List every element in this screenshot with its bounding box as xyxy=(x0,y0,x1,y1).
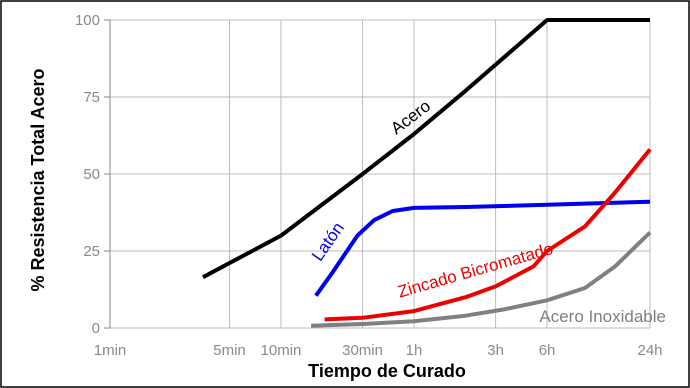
grid xyxy=(104,19,651,329)
y-tick-label: 100 xyxy=(75,12,100,29)
y-axis-title: % Resistencia Total Acero xyxy=(28,68,48,291)
x-tick-label: 10min xyxy=(261,342,302,359)
x-tick-label: 1h xyxy=(406,342,423,359)
series-line-zincado-bicromatado xyxy=(324,148,652,322)
tick-labels: 1min 5min 10min 30min 1h 3h 6h 24h 0 25 50 75 100 xyxy=(75,12,663,359)
series-label-acero-inoxidable: Acero Inoxidable xyxy=(539,307,666,326)
x-tick-label: 6h xyxy=(539,342,556,359)
series-line-acero xyxy=(202,18,650,279)
x-axis-title: Tiempo de Curado xyxy=(308,361,466,381)
x-tick-label: 30min xyxy=(342,342,383,359)
series-line-acero-inoxidable xyxy=(311,231,652,328)
y-tick-label: 25 xyxy=(83,243,100,260)
y-tick-label: 50 xyxy=(83,166,100,183)
x-tick-label: 1min xyxy=(94,342,127,359)
series-label-acero: Acero xyxy=(387,96,434,138)
x-tick-label: 24h xyxy=(637,342,662,359)
y-tick-label: 0 xyxy=(92,320,100,337)
series-line-laton xyxy=(314,199,651,297)
series-group xyxy=(202,18,652,328)
x-tick-label: 3h xyxy=(487,342,504,359)
x-tick-label: 5min xyxy=(213,342,246,359)
y-tick-label: 75 xyxy=(83,89,100,106)
